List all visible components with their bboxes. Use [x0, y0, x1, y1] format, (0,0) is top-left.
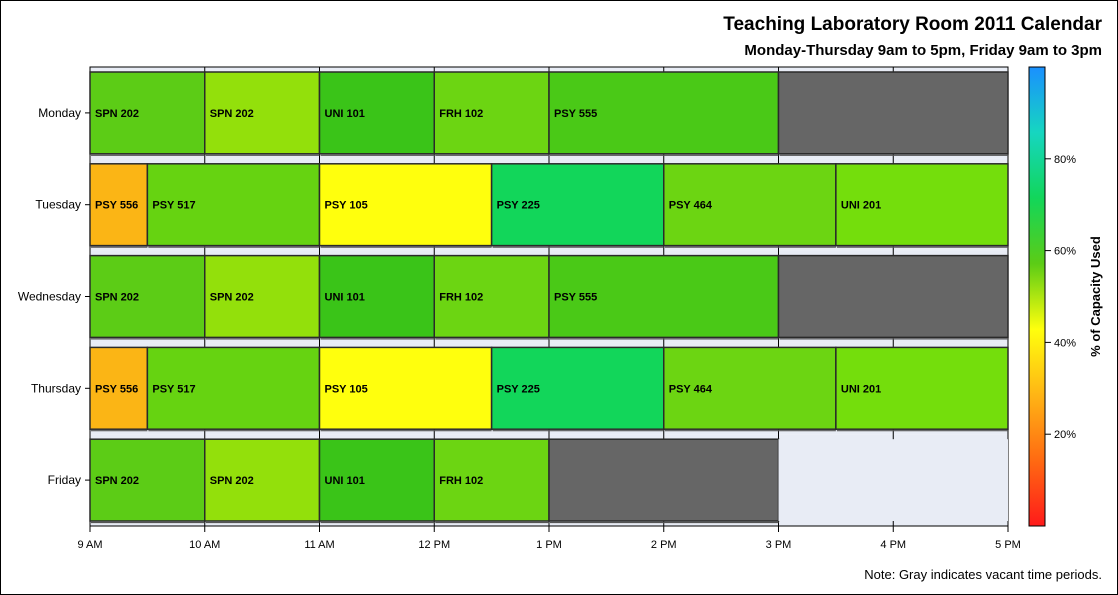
vacant-bar: [777, 71, 1009, 155]
session-bar: [433, 438, 550, 522]
session-label: PSY 464: [669, 383, 713, 395]
x-tick-label: 10 AM: [189, 539, 220, 551]
session-label: UNI 101: [325, 108, 365, 120]
session-bar: [835, 346, 1009, 430]
session-bar: [433, 254, 550, 339]
session-label: FRH 102: [439, 475, 483, 487]
session-label: PSY 556: [95, 200, 138, 212]
x-tick-label: 12 PM: [418, 539, 450, 551]
colorbar-tick-label: 60%: [1054, 246, 1076, 258]
session-label: PSY 225: [497, 383, 540, 395]
chart-title: Teaching Laboratory Room 2011 Calendar: [723, 14, 1102, 35]
session-label: PSY 517: [152, 200, 195, 212]
x-tick-label: 9 AM: [77, 539, 102, 551]
colorbar-label: % of Capacity Used: [1088, 236, 1103, 357]
y-axis: Monday Tuesday Wednesday Thursday Friday: [18, 106, 90, 487]
chart-subtitle: Monday-Thursday 9am to 5pm, Friday 9am t…: [744, 42, 1102, 59]
session-bar: [548, 254, 780, 339]
x-tick-label: 11 AM: [304, 539, 334, 551]
session-bar: [663, 163, 837, 247]
session-bar: [146, 163, 321, 247]
session-bar: [318, 163, 493, 247]
colorbar-tick-label: 40%: [1054, 337, 1076, 349]
session-label: SPN 202: [95, 475, 139, 487]
session-label: UNI 201: [841, 200, 881, 212]
session-bars: SPN 202 SPN 202 UNI 101 FRH 102 PSY 555 PSY 5…: [89, 71, 1009, 524]
session-label: PSY 555: [554, 292, 597, 304]
colorbar-tick-label: 20%: [1054, 429, 1076, 441]
session-label: SPN 202: [210, 292, 254, 304]
vacant-bar: [777, 254, 1009, 339]
session-bar: [204, 254, 321, 339]
session-bar: [318, 346, 493, 430]
session-bar: [490, 163, 665, 247]
session-bar: [318, 254, 435, 339]
session-bar: [318, 438, 435, 522]
colorbar: 20% 40% 60% 80% % of Capacity Used: [1028, 66, 1103, 527]
x-tick-label: 3 PM: [766, 539, 792, 551]
x-tick-label: 1 PM: [536, 539, 562, 551]
session-bar: [204, 438, 321, 522]
x-tick-label: 5 PM: [995, 539, 1021, 551]
session-bar: [204, 71, 321, 155]
session-label: PSY 517: [152, 383, 195, 395]
y-tick-label: Thursday: [31, 381, 81, 395]
vacant-bar: [548, 438, 780, 522]
x-axis: 9 AM 10 AM 11 AM 12 PM 1 PM 2 PM 3 PM 4 PM 5 PM: [77, 525, 1021, 551]
session-label: PSY 556: [95, 383, 138, 395]
colorbar-tick-label: 80%: [1054, 154, 1076, 166]
session-label: PSY 105: [325, 383, 368, 395]
session-bar: [663, 346, 837, 430]
session-bar: [318, 71, 435, 155]
session-label: UNI 201: [841, 383, 881, 395]
y-tick-label: Wednesday: [18, 290, 81, 304]
session-label: UNI 101: [325, 292, 365, 304]
session-label: PSY 225: [497, 200, 540, 212]
y-tick-label: Friday: [48, 473, 81, 487]
session-bar: [89, 254, 206, 339]
session-bar: [89, 438, 206, 522]
session-label: PSY 464: [669, 200, 713, 212]
x-tick-label: 4 PM: [880, 539, 906, 551]
y-tick-label: Tuesday: [35, 198, 81, 212]
session-label: SPN 202: [210, 475, 254, 487]
session-bar: [433, 71, 550, 155]
session-label: SPN 202: [210, 108, 254, 120]
y-tick-label: Monday: [38, 106, 81, 120]
session-bar: [490, 346, 665, 430]
session-label: PSY 105: [325, 200, 368, 212]
session-label: UNI 101: [325, 475, 365, 487]
session-bar: [835, 163, 1009, 247]
x-tick-label: 2 PM: [651, 539, 677, 551]
session-label: FRH 102: [439, 108, 483, 120]
session-bar: [548, 71, 780, 155]
session-label: PSY 555: [554, 108, 597, 120]
session-label: SPN 202: [95, 292, 139, 304]
chart-note: Note: Gray indicates vacant time periods…: [864, 567, 1102, 582]
session-label: SPN 202: [95, 108, 139, 120]
colorbar-scale: [1028, 66, 1046, 527]
session-label: FRH 102: [439, 292, 483, 304]
closed-period: [778, 439, 1008, 521]
